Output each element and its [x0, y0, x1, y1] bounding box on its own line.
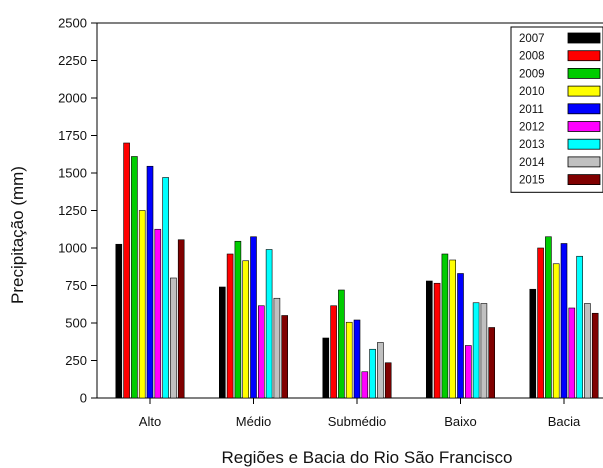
- bars: [115, 142, 599, 399]
- bar-2008-baixo: [433, 282, 441, 399]
- bar-2007-médio: [219, 286, 226, 399]
- legend-label-2009: 2009: [519, 68, 545, 80]
- bar-2013-médio: [265, 249, 273, 399]
- bar-2010-submédio: [345, 321, 353, 399]
- y-tick-label: 2250: [58, 53, 87, 68]
- bar-2010-médio: [242, 260, 249, 399]
- bar-2014-médio: [273, 297, 281, 399]
- y-tick-label: 0: [80, 391, 87, 406]
- x-tick-label: Submédio: [328, 414, 387, 429]
- y-tick-label: 2500: [58, 16, 87, 31]
- legend-label-2008: 2008: [519, 51, 545, 63]
- x-tick-label: Médio: [236, 414, 271, 429]
- bar-2013-alto: [162, 177, 169, 399]
- x-tick-label: Alto: [139, 414, 161, 429]
- legend-label-2014: 2014: [519, 157, 545, 169]
- bar-2009-médio: [234, 240, 242, 399]
- y-tick-label: 750: [65, 278, 87, 293]
- bar-2015-médio: [281, 315, 289, 399]
- axes: 0 250 500 750 1000 1250 1500 1750 2000 2250 2500 Al…: [58, 16, 603, 429]
- legend-label-2007: 2007: [519, 33, 545, 45]
- bar-2008-médio: [226, 253, 234, 399]
- bar-2012-alto: [154, 228, 162, 399]
- legend-label-2015: 2015: [519, 175, 545, 187]
- bar-2007-alto: [115, 243, 123, 399]
- y-axis-title: Precipitação (mm): [8, 166, 27, 304]
- bar-2007-bacia: [529, 288, 537, 399]
- bar-2014-baixo: [480, 303, 488, 399]
- legend-swatch-2009: [567, 68, 601, 79]
- bar-2015-bacia: [591, 312, 599, 399]
- bar-2010-baixo: [449, 259, 457, 399]
- bar-2007-submédio: [322, 337, 330, 399]
- bar-2015-submédio: [384, 362, 392, 399]
- bar-2009-alto: [131, 156, 138, 399]
- legend-label-2012: 2012: [519, 122, 545, 134]
- legend-swatch-2013: [567, 138, 601, 150]
- bar-2008-submédio: [330, 305, 337, 399]
- legend-label-2010: 2010: [519, 86, 545, 98]
- bar-2012-médio: [257, 305, 265, 399]
- legend-swatch-2014: [567, 156, 601, 168]
- y-tick-label: 250: [65, 353, 87, 368]
- bar-2012-bacia: [568, 307, 576, 399]
- bar-2013-bacia: [576, 255, 583, 399]
- bar-2009-submédio: [338, 289, 345, 399]
- bar-2008-alto: [123, 142, 130, 399]
- bar-2013-baixo: [472, 302, 480, 399]
- bar-2010-alto: [138, 210, 146, 399]
- x-tick-label: Baixo: [444, 414, 477, 429]
- bar-2012-baixo: [464, 345, 472, 399]
- bar-2009-bacia: [545, 236, 552, 399]
- bar-2010-bacia: [552, 263, 560, 399]
- legend-swatch-2012: [567, 121, 601, 132]
- y-tick-label: 1250: [58, 203, 87, 218]
- legend-swatch-2007: [567, 32, 601, 44]
- legend-swatch-2008: [567, 50, 601, 62]
- bar-2011-submédio: [353, 319, 361, 399]
- bar-2011-baixo: [457, 273, 464, 399]
- bar-2014-alto: [170, 277, 177, 399]
- y-tick-label: 2000: [58, 91, 87, 106]
- y-tick-label: 500: [65, 316, 87, 331]
- x-tick-label: Bacia: [548, 414, 581, 429]
- y-tick-label: 1500: [58, 166, 87, 181]
- legend-swatch-2015: [567, 174, 601, 186]
- bar-2014-bacia: [584, 303, 591, 399]
- bar-2015-alto: [177, 239, 185, 399]
- y-tick-label: 1750: [58, 128, 87, 143]
- bar-2009-baixo: [441, 253, 449, 399]
- legend: 2007 2008 2009 2010 2011 2012 2013 2014 2015: [510, 26, 603, 193]
- legend-swatch-2011: [567, 103, 601, 115]
- bar-2011-alto: [146, 165, 154, 399]
- bar-2007-baixo: [425, 280, 433, 399]
- bar-2015-baixo: [488, 327, 496, 399]
- legend-swatch-2010: [567, 85, 601, 97]
- bar-2008-bacia: [537, 247, 544, 399]
- bar-2014-submédio: [377, 342, 384, 399]
- x-axis-title: Regiões e Bacia do Rio São Francisco: [221, 448, 512, 467]
- bar-2011-médio: [250, 236, 257, 399]
- bar-2011-bacia: [560, 243, 568, 399]
- legend-label-2013: 2013: [519, 139, 545, 151]
- y-tick-label: 1000: [58, 241, 87, 256]
- bar-2013-submédio: [369, 348, 376, 399]
- legend-label-2011: 2011: [519, 104, 544, 116]
- bar-2012-submédio: [361, 371, 369, 399]
